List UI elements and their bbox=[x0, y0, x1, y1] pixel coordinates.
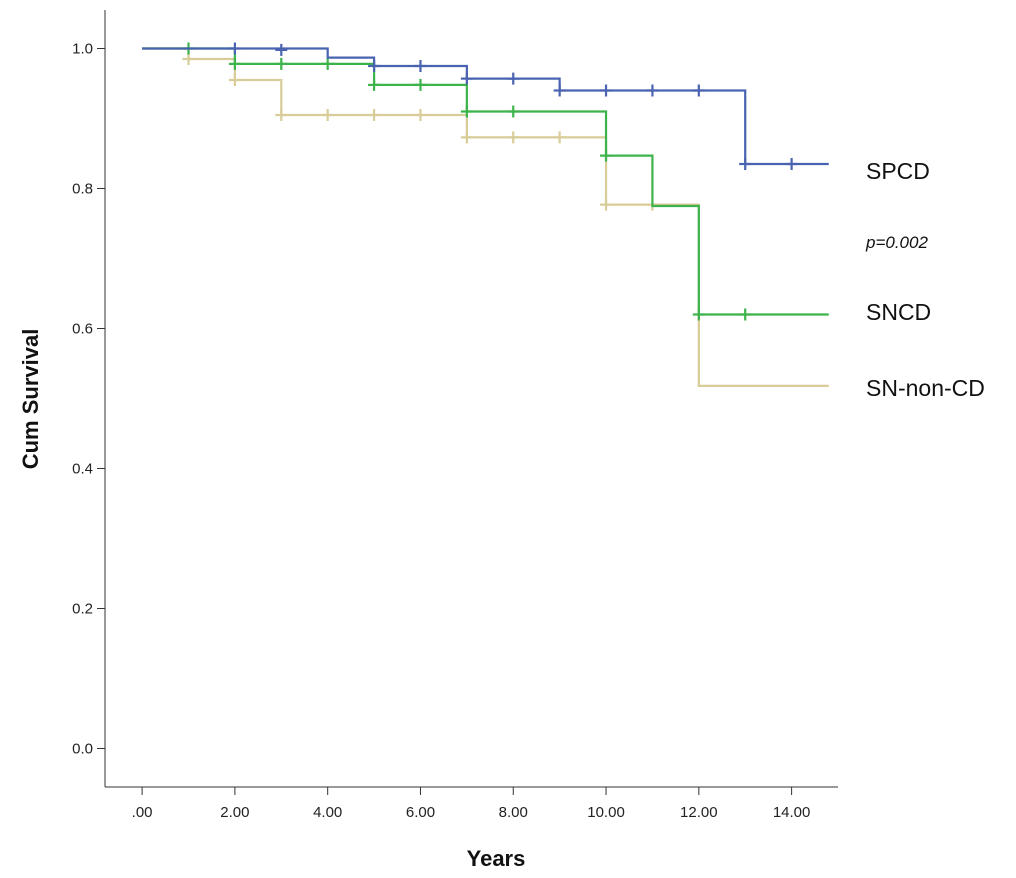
censor-mark-spcd bbox=[460, 72, 473, 85]
censor-mark-spcd bbox=[507, 72, 520, 85]
axes-layer: 0.0 0.2 0.4 0.6 0.8 1.0 .00 2.00 4.00 6.00 8.00 10.… bbox=[72, 10, 838, 821]
series-sn-non-cd bbox=[142, 47, 829, 387]
censor-mark-sn-non-cd bbox=[553, 131, 566, 144]
censor-mark-sncd bbox=[321, 57, 334, 70]
censor-mark-spcd bbox=[646, 84, 659, 97]
legend-label-sncd: SNCD bbox=[866, 299, 931, 325]
x-axis-title: Years bbox=[467, 846, 526, 871]
y-tick-label: 0.4 bbox=[72, 461, 93, 478]
censor-mark-sn-non-cd bbox=[507, 131, 520, 144]
series-layer bbox=[142, 42, 829, 387]
p-value-annotation: p=0.002 bbox=[865, 233, 928, 252]
y-tick-label: 0.8 bbox=[72, 181, 93, 198]
y-tick-label: 1.0 bbox=[72, 41, 93, 58]
survival-curve-spcd bbox=[142, 47, 829, 166]
censor-mark-sncd bbox=[600, 149, 613, 162]
censor-mark-sn-non-cd bbox=[321, 109, 334, 121]
y-axis-title: Cum Survival bbox=[18, 329, 43, 470]
censor-mark-sn-non-cd bbox=[368, 109, 381, 121]
censor-mark-spcd bbox=[414, 60, 427, 72]
censor-mark-sn-non-cd bbox=[228, 74, 241, 86]
x-tick-label: .00 bbox=[132, 804, 153, 821]
censor-mark-sncd bbox=[460, 105, 473, 118]
survival-curve-sn-non-cd bbox=[142, 47, 829, 387]
censor-mark-sncd bbox=[507, 105, 520, 118]
censor-mark-sncd bbox=[739, 308, 752, 321]
x-tick-label: 2.00 bbox=[220, 804, 249, 821]
censor-mark-sncd bbox=[275, 57, 288, 70]
y-tick-label: 0.6 bbox=[72, 321, 93, 338]
censor-mark-sn-non-cd bbox=[275, 109, 288, 121]
censor-mark-sncd bbox=[228, 57, 241, 70]
legend-label-sn-non-cd: SN-non-CD bbox=[866, 375, 985, 401]
x-tick-label: 8.00 bbox=[499, 804, 528, 821]
censor-mark-sn-non-cd bbox=[182, 53, 195, 65]
survival-curve-sncd bbox=[142, 47, 829, 316]
censor-mark-spcd bbox=[368, 60, 381, 72]
x-tick-label: 4.00 bbox=[313, 804, 342, 821]
censor-mark-sn-non-cd bbox=[600, 198, 613, 211]
y-tick-label: 0.0 bbox=[72, 741, 93, 758]
y-tick-label: 0.2 bbox=[72, 601, 93, 618]
label-layer: Years Cum Survival p=0.002 SPCD SNCD SN-… bbox=[18, 158, 985, 871]
censor-mark-spcd bbox=[739, 158, 752, 170]
series-spcd bbox=[142, 42, 829, 170]
censor-mark-sncd bbox=[692, 308, 705, 321]
censor-mark-spcd bbox=[692, 84, 705, 97]
censor-mark-sn-non-cd bbox=[414, 109, 427, 121]
x-tick-label: 10.00 bbox=[587, 804, 625, 821]
x-tick-label: 14.00 bbox=[773, 804, 811, 821]
series-sncd bbox=[142, 42, 829, 321]
x-tick-label: 12.00 bbox=[680, 804, 718, 821]
censor-mark-sn-non-cd bbox=[460, 131, 473, 144]
censor-mark-spcd bbox=[785, 158, 798, 170]
censor-mark-spcd bbox=[275, 43, 288, 56]
x-tick-label: 6.00 bbox=[406, 804, 435, 821]
legend-label-spcd: SPCD bbox=[866, 158, 930, 184]
censor-mark-spcd bbox=[600, 84, 613, 97]
censor-mark-sncd bbox=[414, 78, 427, 91]
censor-mark-spcd bbox=[553, 84, 566, 97]
censor-mark-sncd bbox=[368, 78, 381, 91]
censor-mark-spcd bbox=[228, 42, 241, 55]
